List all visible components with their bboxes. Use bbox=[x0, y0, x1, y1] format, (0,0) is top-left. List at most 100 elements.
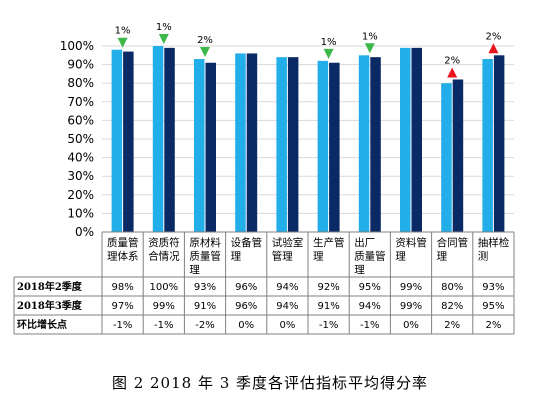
table-cell: 98% bbox=[111, 282, 133, 293]
chart: 0% 10% 20% 30% 40% 50% 60% 70% 80% 90% 100% 1% 1% 2%… bbox=[13, 22, 515, 335]
table-cell: 93% bbox=[194, 282, 216, 293]
table-cell: 96% bbox=[235, 301, 257, 312]
table-cell: 92% bbox=[317, 282, 339, 293]
bar-q2 bbox=[482, 59, 493, 232]
bar-q3 bbox=[370, 57, 381, 232]
bar-q3 bbox=[411, 47, 422, 232]
table-cell: 93% bbox=[482, 282, 504, 293]
bars bbox=[111, 46, 505, 232]
change-annotations: 1% 1% 2% 1% 1% 2% 2% bbox=[115, 22, 501, 78]
y-tick-label: 100% bbox=[60, 39, 94, 53]
table-cell: 99% bbox=[400, 282, 422, 293]
category-label: 出厂 bbox=[354, 236, 375, 249]
table-cell: 94% bbox=[276, 301, 298, 312]
category-label: 试验室 bbox=[272, 236, 304, 249]
table-cell: 95% bbox=[482, 301, 504, 312]
category-label: 资质符 bbox=[148, 236, 180, 249]
table-cell: -2% bbox=[195, 320, 214, 331]
category-label: 理 bbox=[395, 251, 406, 263]
table-cell: 100% bbox=[150, 282, 179, 293]
table-cell: 94% bbox=[359, 301, 381, 312]
bar-q2 bbox=[276, 57, 287, 232]
bar-q3 bbox=[205, 62, 216, 232]
table-cell: -1% bbox=[113, 320, 132, 331]
y-tick-label: 20% bbox=[67, 188, 94, 202]
category-label: 理体系 bbox=[107, 251, 139, 263]
table-cell: 0% bbox=[279, 320, 295, 331]
bar-q3 bbox=[246, 53, 258, 232]
y-tick-label: 40% bbox=[67, 151, 94, 165]
category-label: 质量管 bbox=[189, 250, 221, 263]
bar-q3 bbox=[164, 47, 175, 232]
category-label: 理 bbox=[354, 264, 365, 276]
bar-q3 bbox=[493, 55, 505, 232]
table-cell: 91% bbox=[317, 301, 339, 312]
table-cell: 95% bbox=[359, 282, 381, 293]
y-tick-label: 50% bbox=[67, 132, 94, 146]
category-label: 理 bbox=[189, 264, 200, 276]
table-row-label: 环比增长点 bbox=[17, 318, 67, 331]
category-label: 理 bbox=[313, 251, 324, 263]
y-tick-label: 80% bbox=[67, 76, 94, 90]
table-cell: 0% bbox=[238, 320, 254, 331]
figure-caption: 图 2 2018 年 3 季度各评估指标平均得分率 bbox=[111, 374, 429, 392]
bar-q3 bbox=[452, 79, 464, 232]
change-annotation-label: 1% bbox=[115, 26, 131, 37]
table-cell: 99% bbox=[153, 301, 175, 312]
category-label: 管理 bbox=[272, 250, 293, 263]
table-cell: -1% bbox=[360, 320, 379, 331]
bar-q2 bbox=[235, 53, 246, 232]
up-arrow-icon bbox=[488, 43, 499, 54]
bar-q3 bbox=[329, 62, 340, 232]
up-arrow-icon bbox=[447, 67, 458, 78]
table-cell: 99% bbox=[400, 301, 422, 312]
y-axis-tick-labels: 0% 10% 20% 30% 40% 50% 60% 70% 80% 90% 100% bbox=[60, 39, 94, 239]
category-label: 合情况 bbox=[148, 250, 180, 263]
table-cell: 96% bbox=[235, 282, 257, 293]
table-cell: 0% bbox=[403, 320, 419, 331]
bar-q3 bbox=[123, 51, 134, 232]
table-cell: 82% bbox=[441, 301, 463, 312]
category-label: 生产管 bbox=[313, 236, 345, 249]
table-cell: 97% bbox=[111, 301, 133, 312]
change-annotation-label: 1% bbox=[156, 22, 172, 33]
category-label: 设备管 bbox=[231, 236, 263, 249]
down-arrow-icon bbox=[200, 47, 210, 58]
category-label: 理 bbox=[437, 251, 448, 263]
table-cell: -1% bbox=[319, 320, 338, 331]
bar-q2 bbox=[400, 47, 411, 232]
down-arrow-icon bbox=[364, 43, 375, 54]
down-arrow-icon bbox=[323, 48, 334, 59]
y-tick-label: 10% bbox=[67, 206, 94, 220]
y-tick-label: 0% bbox=[75, 225, 94, 239]
category-label: 测 bbox=[478, 250, 489, 263]
data-table: 质量管理体系资质符合情况原材料质量管理设备管理试验室管理生产管理出厂质量管理资料… bbox=[13, 231, 515, 335]
change-annotation-label: 2% bbox=[485, 31, 501, 42]
change-annotation-label: 1% bbox=[362, 31, 378, 42]
bar-q2 bbox=[111, 49, 123, 232]
table-row-label: 2018年3季度 bbox=[17, 299, 83, 312]
category-label: 原材料 bbox=[189, 236, 221, 249]
table-cell: -1% bbox=[154, 320, 173, 331]
change-annotation-label: 2% bbox=[197, 35, 213, 46]
category-label: 资料管 bbox=[395, 236, 427, 249]
table-cell: 94% bbox=[276, 282, 298, 293]
category-label: 合同管 bbox=[437, 236, 469, 249]
category-label: 质量管 bbox=[107, 236, 139, 249]
category-label: 质量管 bbox=[354, 250, 386, 263]
bar-q2 bbox=[152, 46, 164, 232]
y-tick-label: 90% bbox=[67, 58, 94, 72]
table-cell: 91% bbox=[194, 301, 216, 312]
y-tick-label: 70% bbox=[67, 95, 94, 109]
category-label: 抽样检 bbox=[478, 236, 510, 249]
bar-q2 bbox=[317, 60, 329, 232]
bar-q2 bbox=[441, 83, 452, 232]
down-arrow-icon bbox=[158, 34, 169, 44]
table-row-label: 2018年2季度 bbox=[17, 280, 83, 293]
change-annotation-label: 2% bbox=[444, 55, 460, 66]
bar-q3 bbox=[287, 57, 299, 232]
category-label: 理 bbox=[231, 251, 242, 263]
change-annotation-label: 1% bbox=[321, 37, 337, 48]
y-tick-label: 30% bbox=[67, 169, 94, 183]
table-cell: 2% bbox=[444, 320, 460, 331]
